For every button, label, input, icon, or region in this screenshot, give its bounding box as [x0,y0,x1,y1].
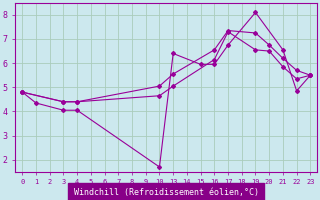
X-axis label: Windchill (Refroidissement éolien,°C): Windchill (Refroidissement éolien,°C) [74,188,259,197]
